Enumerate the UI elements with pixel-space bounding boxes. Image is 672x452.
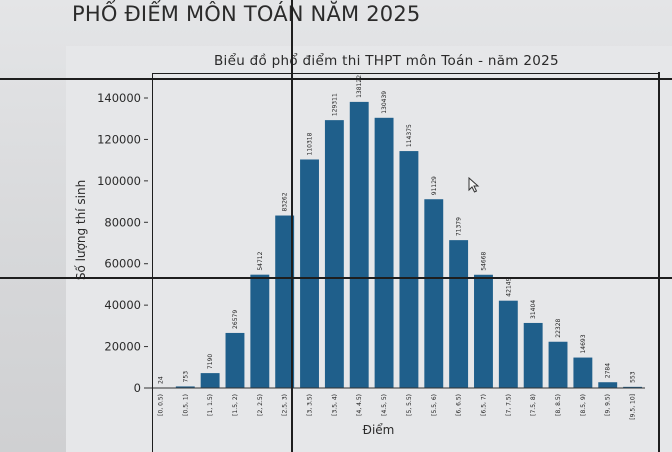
slide-title: PHỔ ĐIỂM MÔN TOÁN NĂM 2025 [72, 2, 421, 26]
bar-18 [598, 382, 618, 388]
x-tick-label: [5, 5.5) [406, 394, 413, 416]
bar-value-label: 129311 [331, 93, 338, 116]
overlay-line-middle [0, 277, 672, 279]
mouse-pointer-icon [468, 177, 480, 193]
overlay-line-top [0, 78, 672, 80]
bar-value-label: 114375 [406, 124, 413, 147]
x-tick-label: [0.5, 1) [182, 394, 189, 416]
x-tick-label: [5.5, 6) [431, 394, 438, 416]
bar-10 [399, 151, 419, 388]
y-tick-label: 0 [134, 381, 141, 395]
bar-value-label: 91129 [431, 176, 438, 195]
chart-panel [66, 46, 672, 452]
bar-16 [548, 341, 568, 388]
x-tick-label: [3, 3.5) [307, 394, 314, 416]
overlay-frame-left [152, 73, 153, 452]
bar-value-label: 130439 [381, 91, 388, 114]
x-tick-label: [9, 9.5) [605, 394, 612, 416]
bar-3 [225, 332, 245, 388]
bar-value-label: 42149 [505, 277, 512, 296]
bar-19 [623, 386, 643, 388]
x-tick-label: [7, 7.5) [505, 394, 512, 416]
bar-12 [449, 240, 469, 388]
chart-title: Biểu đồ phổ điểm thi THPT môn Toán - năm… [214, 53, 559, 69]
x-tick-label: [7.5, 8) [530, 394, 537, 416]
bar-value-label: 71379 [456, 217, 463, 236]
bar-8 [349, 101, 369, 388]
bar-value-label: 31404 [530, 300, 537, 319]
x-tick-label: [8.5, 9) [580, 394, 587, 416]
bar-value-label: 553 [630, 371, 637, 383]
bar-11 [424, 199, 444, 388]
bar-value-label: 24 [157, 376, 164, 384]
bar-value-label: 14693 [580, 334, 587, 353]
x-tick-label: [3.5, 4) [331, 394, 338, 416]
bar-value-label: 54712 [257, 251, 264, 270]
bar-13 [474, 274, 493, 388]
y-tick-label: 60000 [104, 257, 141, 271]
x-tick-label: [9.5, 10] [630, 394, 637, 420]
bar-15 [523, 322, 543, 388]
bar-5 [275, 215, 295, 388]
bar-17 [573, 357, 593, 388]
bar-4 [250, 274, 270, 388]
bar-6 [300, 159, 319, 388]
bar-value-label: 7190 [207, 354, 214, 369]
x-axis-label: Điểm [363, 423, 395, 437]
y-axis-label: Số lượng thí sinh [74, 180, 88, 280]
bar-value-label: 138122 [356, 75, 363, 98]
x-tick-label: [4.5, 5) [381, 394, 388, 416]
bar-value-label: 2784 [605, 363, 612, 378]
bar-value-label: 753 [182, 371, 189, 383]
x-tick-label: [4, 4.5) [356, 394, 363, 416]
x-tick-label: [0, 0.5) [157, 394, 164, 416]
bar-1 [175, 386, 195, 388]
bar-value-label: 110318 [307, 132, 314, 155]
y-tick-label: 100000 [97, 174, 141, 188]
bar-2 [200, 373, 220, 388]
x-tick-label: [2, 2.5) [257, 394, 264, 416]
bar-value-label: 26579 [232, 310, 239, 329]
x-tick-label: [1, 1.5) [207, 394, 214, 416]
bar-9 [374, 117, 394, 389]
overlay-frame-top [152, 73, 660, 74]
bar-value-label: 83262 [282, 192, 289, 211]
x-tick-label: [2.5, 3) [282, 394, 289, 416]
bar-14 [498, 300, 518, 388]
y-tick-label: 40000 [104, 298, 141, 312]
y-tick-label: 120000 [97, 132, 141, 146]
bar-value-label: 22328 [555, 318, 562, 337]
y-tick-label: 80000 [104, 215, 141, 229]
x-tick-label: [1.5, 2) [232, 394, 239, 416]
overlay-line-left [291, 0, 293, 452]
y-tick-label: 20000 [104, 340, 141, 354]
overlay-line-right [658, 72, 660, 452]
x-tick-label: [6, 6.5) [456, 394, 463, 416]
bar-7 [324, 120, 344, 388]
y-tick-label: 140000 [97, 91, 141, 105]
x-tick-label: [8, 8.5) [555, 394, 562, 416]
x-tick-label: [6.5, 7) [480, 394, 487, 416]
bar-value-label: 54668 [480, 251, 487, 270]
